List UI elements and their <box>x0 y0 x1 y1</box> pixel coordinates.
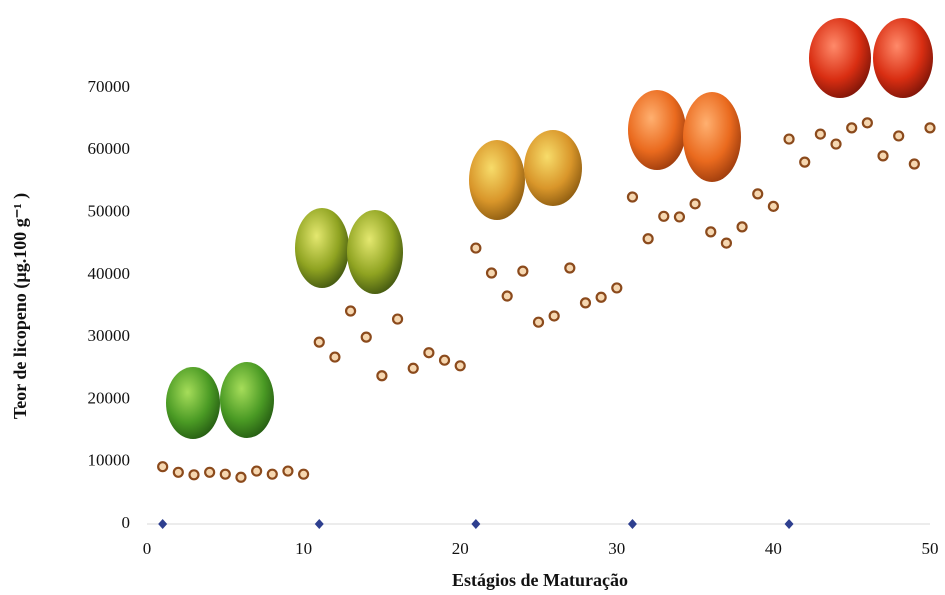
point <box>487 268 496 277</box>
point <box>471 519 480 529</box>
point <box>644 234 653 243</box>
point <box>189 470 198 479</box>
point <box>800 158 809 167</box>
x-tick-label: 30 <box>608 539 625 558</box>
point <box>377 371 386 380</box>
point <box>659 212 668 221</box>
point <box>456 361 465 370</box>
point <box>628 193 637 202</box>
point <box>346 306 355 315</box>
point <box>785 135 794 144</box>
fruit <box>524 130 582 206</box>
point <box>581 298 590 307</box>
point <box>362 333 371 342</box>
y-tick-label: 50000 <box>88 201 131 220</box>
y-tick-label: 60000 <box>88 139 131 158</box>
point <box>503 292 512 301</box>
y-tick-label: 30000 <box>88 326 131 345</box>
point <box>174 468 183 477</box>
point <box>236 473 245 482</box>
point <box>926 123 935 132</box>
y-tick-label: 70000 <box>88 77 131 96</box>
point <box>283 467 292 476</box>
point <box>832 140 841 149</box>
point <box>518 267 527 276</box>
point <box>675 212 684 221</box>
point <box>534 318 543 327</box>
x-tick-label: 20 <box>452 539 469 558</box>
fruit <box>166 367 220 439</box>
point <box>738 222 747 231</box>
y-tick-label: 0 <box>122 513 131 532</box>
point <box>565 264 574 273</box>
point <box>691 199 700 208</box>
point <box>769 202 778 211</box>
fruit <box>683 92 741 182</box>
fruit <box>809 18 871 98</box>
point <box>785 519 794 529</box>
fruit <box>469 140 525 220</box>
point <box>816 130 825 139</box>
y-tick-label: 10000 <box>88 451 131 470</box>
point <box>894 131 903 140</box>
point <box>299 470 308 479</box>
x-tick-label: 50 <box>922 539 939 558</box>
point <box>847 123 856 132</box>
point <box>612 283 621 292</box>
x-tick-label: 0 <box>143 539 152 558</box>
x-axis-title: Estágios de Maturação <box>452 570 628 590</box>
point <box>440 356 449 365</box>
point <box>550 311 559 320</box>
fruit <box>295 208 349 288</box>
point <box>879 151 888 160</box>
point <box>424 348 433 357</box>
x-tick-label: 10 <box>295 539 312 558</box>
point <box>158 462 167 471</box>
point <box>722 239 731 248</box>
point <box>330 353 339 362</box>
point <box>706 227 715 236</box>
point <box>205 468 214 477</box>
point <box>409 364 418 373</box>
point <box>597 293 606 302</box>
point <box>910 159 919 168</box>
point <box>315 519 324 529</box>
point <box>252 467 261 476</box>
point <box>268 470 277 479</box>
fruit-images <box>166 18 933 439</box>
point <box>863 118 872 127</box>
fruit <box>220 362 274 438</box>
y-axis-title: Teor de licopeno (µg.100 g⁻¹ ) <box>10 193 31 419</box>
fruit <box>873 18 933 98</box>
chart: Estágios de Maturação Teor de licopeno (… <box>0 0 945 595</box>
point <box>471 244 480 253</box>
fruit <box>628 90 686 170</box>
fruit <box>347 210 403 294</box>
y-tick-label: 20000 <box>88 388 131 407</box>
point <box>315 338 324 347</box>
x-tick-label: 40 <box>765 539 782 558</box>
point <box>221 470 230 479</box>
point <box>753 189 762 198</box>
point <box>393 315 402 324</box>
y-tick-label: 40000 <box>88 264 131 283</box>
point <box>628 519 637 529</box>
point <box>158 519 167 529</box>
